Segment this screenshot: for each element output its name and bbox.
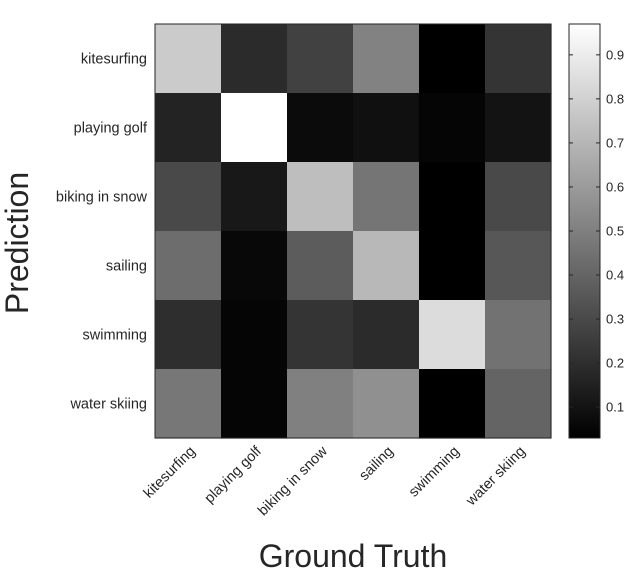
colorbar-ticks: 0.1 0.2 0.3 0.4 0.5 0.6 0.7 0.8 0.9 bbox=[569, 47, 624, 415]
heatmap-cell-4-1 bbox=[221, 300, 288, 370]
x-axis-title: Ground Truth bbox=[259, 538, 448, 574]
heatmap-cell-1-5 bbox=[485, 93, 552, 163]
colorbar-tick-label: 0.2 bbox=[606, 356, 624, 371]
x-tick-label: water skiing bbox=[463, 444, 529, 510]
heatmap-cell-3-5 bbox=[485, 231, 552, 301]
x-tick-label: kitesurfing bbox=[141, 444, 199, 502]
heatmap-cell-1-0 bbox=[155, 93, 222, 163]
heatmap-cell-0-0 bbox=[155, 24, 222, 94]
heatmap-cell-4-4 bbox=[419, 300, 486, 370]
y-tick-label: sailing bbox=[106, 259, 147, 275]
colorbar-tick-label: 0.9 bbox=[606, 47, 624, 62]
x-tick-label: swimming bbox=[406, 444, 463, 501]
heatmap-cell-0-2 bbox=[287, 24, 354, 94]
colorbar-tick-label: 0.1 bbox=[606, 400, 624, 415]
y-tick-label: kitesurfing bbox=[81, 52, 147, 68]
heatmap-cell-5-1 bbox=[221, 369, 288, 439]
colorbar-tick-label: 0.5 bbox=[606, 224, 624, 239]
colorbar-tick-label: 0.6 bbox=[606, 179, 624, 194]
heatmap-cell-0-5 bbox=[485, 24, 552, 94]
heatmap-cell-1-4 bbox=[419, 93, 486, 163]
heatmap-cell-5-2 bbox=[287, 369, 354, 439]
heatmap-cell-3-0 bbox=[155, 231, 222, 301]
heatmap-cell-4-0 bbox=[155, 300, 222, 370]
y-tick-label: swimming bbox=[83, 328, 147, 344]
heatmap-cell-4-5 bbox=[485, 300, 552, 370]
heatmap-cell-0-3 bbox=[353, 24, 420, 94]
heatmap-cell-4-2 bbox=[287, 300, 354, 370]
heatmap-cell-3-3 bbox=[353, 231, 420, 301]
heatmap-cell-3-1 bbox=[221, 231, 288, 301]
heatmap-cell-5-0 bbox=[155, 369, 222, 439]
heatmap-cell-3-2 bbox=[287, 231, 354, 301]
heatmap-cell-0-1 bbox=[221, 24, 288, 94]
y-tick-label: biking in snow bbox=[56, 190, 148, 206]
heatmap-cell-2-5 bbox=[485, 162, 552, 232]
colorbar-tick-label: 0.7 bbox=[606, 135, 624, 150]
heatmap-cell-1-2 bbox=[287, 93, 354, 163]
x-tick-label: biking in snow bbox=[255, 443, 331, 519]
x-tick-label: playing golf bbox=[202, 443, 266, 507]
x-tick-label: sailing bbox=[356, 444, 396, 484]
y-axis-title: Prediction bbox=[0, 172, 35, 314]
colorbar-tick-label: 0.4 bbox=[606, 268, 624, 283]
heatmap-cells bbox=[155, 24, 552, 439]
heatmap-cell-2-2 bbox=[287, 162, 354, 232]
colorbar-tick-label: 0.8 bbox=[606, 91, 624, 106]
colorbar bbox=[568, 23, 601, 439]
heatmap-cell-5-4 bbox=[419, 369, 486, 439]
heatmap-cell-5-3 bbox=[353, 369, 420, 439]
y-tick-labels: kitesurfing playing golf biking in snow sai… bbox=[56, 52, 148, 413]
heatmap-cell-0-4 bbox=[419, 24, 486, 94]
y-tick-label: water skiing bbox=[69, 397, 147, 413]
heatmap-cell-4-3 bbox=[353, 300, 420, 370]
y-tick-label: playing golf bbox=[74, 121, 148, 137]
heatmap-cell-2-0 bbox=[155, 162, 222, 232]
plot-frame bbox=[154, 23, 552, 439]
heatmap-cell-1-1 bbox=[221, 93, 288, 163]
heatmap-cell-3-4 bbox=[419, 231, 486, 301]
heatmap-cell-2-1 bbox=[221, 162, 288, 232]
heatmap-cell-2-4 bbox=[419, 162, 486, 232]
heatmap-cell-2-3 bbox=[353, 162, 420, 232]
heatmap-cell-5-5 bbox=[485, 369, 552, 439]
colorbar-tick-label: 0.3 bbox=[606, 312, 624, 327]
heatmap-cell-1-3 bbox=[353, 93, 420, 163]
